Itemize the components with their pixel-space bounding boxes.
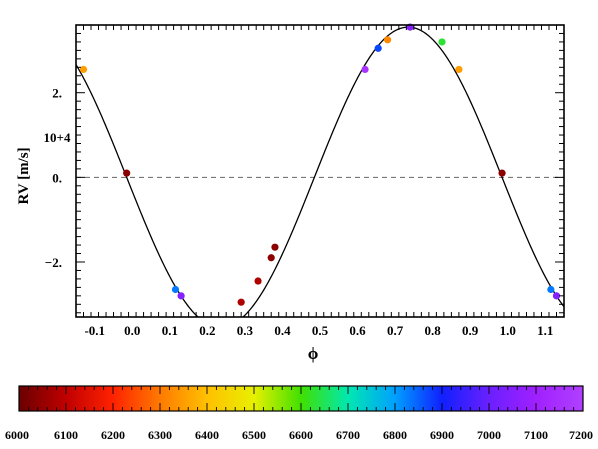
data-point-2 bbox=[171, 285, 180, 294]
x-tick-label: 0.2 bbox=[199, 323, 215, 338]
data-point-5 bbox=[254, 277, 262, 285]
y-tick-label: −2. bbox=[45, 255, 62, 270]
data-point-14 bbox=[498, 169, 506, 177]
x-tick-label: 1.0 bbox=[500, 323, 516, 338]
y-axis-title: RV [m/s] bbox=[16, 147, 32, 204]
data-point-7 bbox=[271, 243, 279, 251]
colorbar-tick-label: 6600 bbox=[289, 428, 313, 442]
model-curve bbox=[76, 26, 564, 317]
plot-frame bbox=[75, 24, 565, 318]
colorbar-tick-label: 6200 bbox=[101, 428, 125, 442]
colorbar-tick-label: 6300 bbox=[148, 428, 172, 442]
y-tick-label: 0. bbox=[52, 170, 62, 185]
colorbar-tick-label: 6000 bbox=[5, 428, 29, 442]
x-axis-title: ϕ bbox=[308, 344, 319, 363]
colorbar-tick-label: 6500 bbox=[242, 428, 266, 442]
colorbar-tick-label: 6400 bbox=[195, 428, 219, 442]
x-tick-label: 0.4 bbox=[274, 323, 291, 338]
plot-area: -0.1 0.0 0.1 0.2 0.3 0.4 0.5 0.6 0.7 0.8 0.9 1.0 1.1… bbox=[45, 23, 565, 338]
colorbar-tick-label: 7000 bbox=[477, 428, 501, 442]
data-point-10 bbox=[383, 36, 392, 44]
data-point-13 bbox=[455, 65, 463, 74]
colorbar-tick-label: 6900 bbox=[430, 428, 454, 442]
x-tick-label: -0.1 bbox=[84, 323, 105, 338]
data-point-16 bbox=[552, 292, 561, 300]
x-tick-label: 0.9 bbox=[462, 323, 479, 338]
x-tick-label: 0.7 bbox=[387, 323, 404, 338]
x-tick-label: 0.1 bbox=[162, 323, 178, 338]
x-tick-label: 1.1 bbox=[537, 323, 553, 338]
y-axis-multiplier: 10+4 bbox=[44, 130, 71, 145]
colorbar-tick-label: 7200 bbox=[569, 428, 593, 442]
colorbar-tick-label: 7100 bbox=[524, 428, 548, 442]
x-tick-label: 0.0 bbox=[124, 323, 140, 338]
data-point-1 bbox=[123, 169, 131, 177]
x-tick-label: 0.3 bbox=[237, 323, 254, 338]
data-point-8 bbox=[361, 65, 369, 74]
data-point-9 bbox=[374, 44, 382, 52]
data-point-15 bbox=[547, 285, 555, 294]
x-tick-label: 0.5 bbox=[312, 323, 329, 338]
data-point-6 bbox=[267, 254, 275, 262]
colorbar-tick-label: 6800 bbox=[383, 428, 407, 442]
colorbar-tick-label: 6700 bbox=[336, 428, 360, 442]
data-point-12 bbox=[438, 38, 446, 46]
data-point-0 bbox=[79, 65, 88, 74]
x-tick-label: 0.8 bbox=[424, 323, 441, 338]
data-point-4 bbox=[237, 298, 245, 306]
colorbar-tick-label: 6100 bbox=[54, 428, 78, 442]
y-tick-label: 2. bbox=[52, 86, 62, 101]
x-tick-label: 0.6 bbox=[349, 323, 366, 338]
colorbar: 6000 6100 6200 6300 6400 6500 6600 6700 6800 6900… bbox=[5, 385, 593, 442]
data-point-3 bbox=[177, 292, 185, 300]
